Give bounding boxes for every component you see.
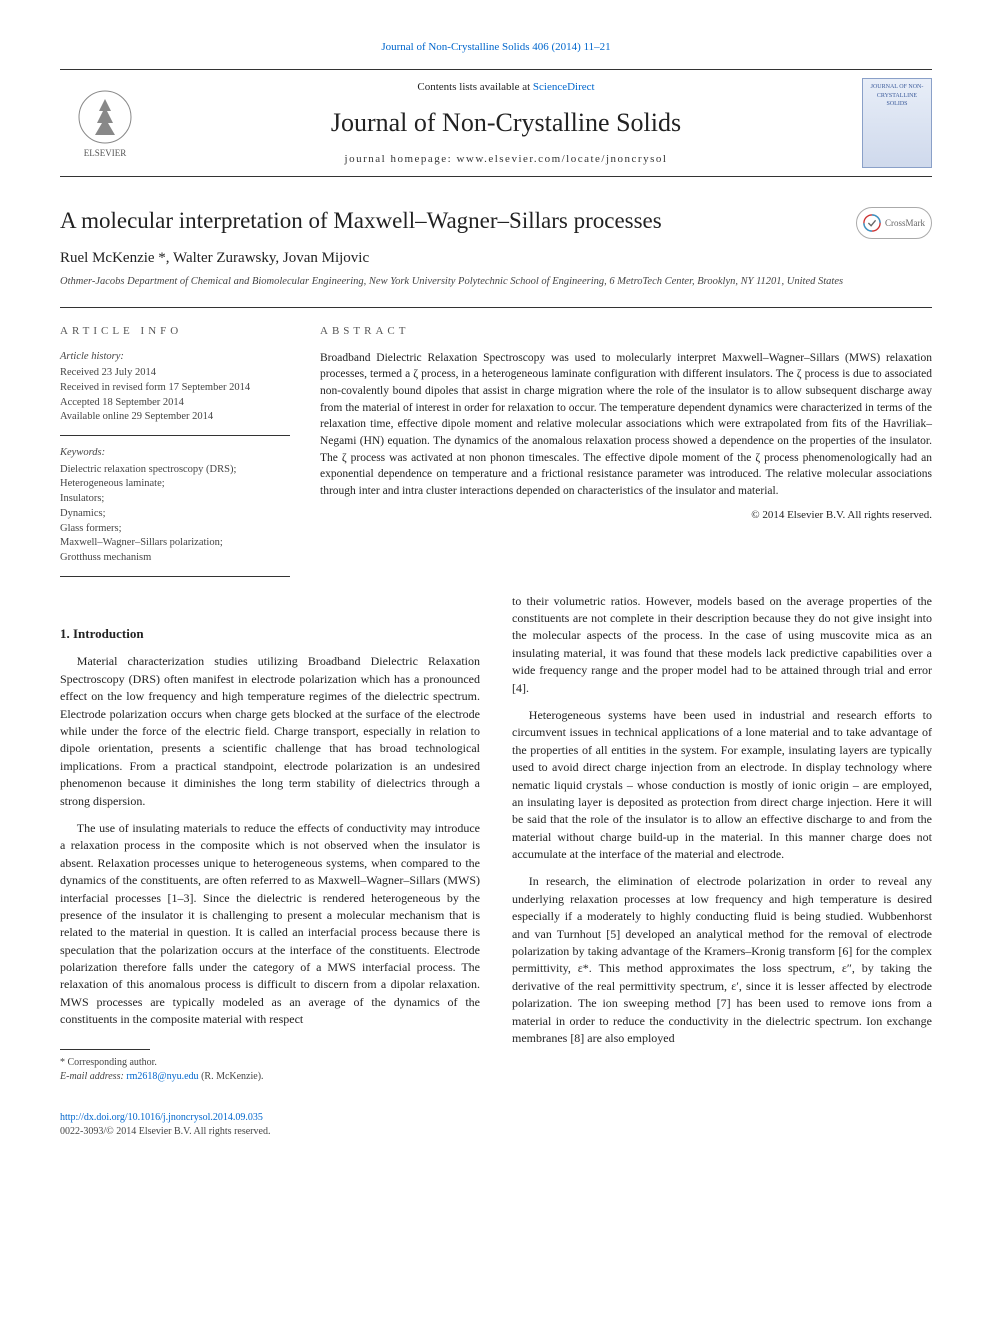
page-footer: http://dx.doi.org/10.1016/j.jnoncrysol.2… — [60, 1111, 932, 1139]
keyword: Insulators; — [60, 492, 290, 507]
abstract-block: ABSTRACT Broadband Dielectric Relaxation… — [320, 324, 932, 586]
homepage-url[interactable]: www.elsevier.com/locate/jnoncrysol — [456, 153, 667, 165]
keyword: Glass formers; — [60, 522, 290, 537]
crossmark-icon — [863, 214, 881, 232]
body-paragraph: The use of insulating materials to reduc… — [60, 820, 480, 1029]
issn-line: 0022-3093/© 2014 Elsevier B.V. All right… — [60, 1126, 270, 1137]
elsevier-label: ELSEVIER — [84, 147, 127, 160]
journal-cover-thumbnail: JOURNAL OF NON-CRYSTALLINE SOLIDS — [862, 78, 932, 168]
sciencedirect-link[interactable]: ScienceDirect — [533, 81, 595, 93]
left-column: 1. Introduction Material characterizatio… — [60, 593, 480, 1085]
affiliation: Othmer-Jacobs Department of Chemical and… — [60, 275, 932, 290]
section-heading-intro: 1. Introduction — [60, 625, 480, 644]
email-suffix: (R. McKenzie). — [199, 1071, 264, 1082]
history-line: Accepted 18 September 2014 — [60, 396, 290, 411]
article-info-header: ARTICLE INFO — [60, 324, 290, 339]
authors-line: Ruel McKenzie *, Walter Zurawsky, Jovan … — [60, 248, 932, 269]
body-paragraph: Heterogeneous systems have been used in … — [512, 707, 932, 864]
keyword: Grotthuss mechanism — [60, 551, 290, 566]
footnote-star: * Corresponding author. — [60, 1056, 480, 1071]
body-two-column: 1. Introduction Material characterizatio… — [60, 593, 932, 1085]
journal-homepage-line: journal homepage: www.elsevier.com/locat… — [150, 152, 862, 167]
keyword: Maxwell–Wagner–Sillars polarization; — [60, 536, 290, 551]
article-info-block: ARTICLE INFO Article history: Received 2… — [60, 324, 290, 586]
doi-link[interactable]: http://dx.doi.org/10.1016/j.jnoncrysol.2… — [60, 1112, 263, 1123]
keyword: Dielectric relaxation spectroscopy (DRS)… — [60, 463, 290, 478]
footnote-rule — [60, 1049, 150, 1050]
right-column: to their volumetric ratios. However, mod… — [512, 593, 932, 1085]
journal-name: Journal of Non-Crystalline Solids — [150, 105, 862, 141]
homepage-prefix: journal homepage: — [345, 153, 457, 165]
header-center: Contents lists available at ScienceDirec… — [150, 80, 862, 167]
history-label: Article history: — [60, 350, 290, 365]
elsevier-tree-icon — [75, 87, 135, 147]
history-line: Received 23 July 2014 — [60, 366, 290, 381]
keyword: Heterogeneous laminate; — [60, 477, 290, 492]
body-paragraph: In research, the elimination of electrod… — [512, 873, 932, 1047]
body-paragraph: Material characterization studies utiliz… — [60, 653, 480, 810]
info-abstract-row: ARTICLE INFO Article history: Received 2… — [60, 307, 932, 586]
contents-lists-line: Contents lists available at ScienceDirec… — [150, 80, 862, 95]
footnote-email-line: E-mail address: rm2618@nyu.edu (R. McKen… — [60, 1070, 480, 1085]
email-label: E-mail address: — [60, 1071, 126, 1082]
abstract-copyright: © 2014 Elsevier B.V. All rights reserved… — [320, 508, 932, 523]
crossmark-label: CrossMark — [885, 217, 925, 230]
author-email-link[interactable]: rm2618@nyu.edu — [126, 1071, 198, 1082]
article-history-block: Article history: Received 23 July 2014 R… — [60, 350, 290, 436]
crossmark-badge[interactable]: CrossMark — [856, 207, 932, 239]
cover-label: JOURNAL OF NON-CRYSTALLINE SOLIDS — [867, 83, 927, 108]
elsevier-logo: ELSEVIER — [60, 78, 150, 168]
keyword: Dynamics; — [60, 507, 290, 522]
body-paragraph: to their volumetric ratios. However, mod… — [512, 593, 932, 697]
keywords-label: Keywords: — [60, 446, 290, 461]
abstract-text: Broadband Dielectric Relaxation Spectros… — [320, 350, 932, 500]
journal-top-citation-link[interactable]: Journal of Non-Crystalline Solids 406 (2… — [381, 41, 610, 53]
history-line: Received in revised form 17 September 20… — [60, 381, 290, 396]
abstract-header: ABSTRACT — [320, 324, 932, 339]
journal-header-bar: ELSEVIER Contents lists available at Sci… — [60, 69, 932, 177]
contents-prefix: Contents lists available at — [417, 81, 532, 93]
journal-top-citation: Journal of Non-Crystalline Solids 406 (2… — [60, 40, 932, 55]
corresponding-author-footnote: * Corresponding author. E-mail address: … — [60, 1056, 480, 1085]
paper-title: A molecular interpretation of Maxwell–Wa… — [60, 205, 932, 237]
history-line: Available online 29 September 2014 — [60, 410, 290, 425]
keywords-block: Keywords: Dielectric relaxation spectros… — [60, 446, 290, 577]
